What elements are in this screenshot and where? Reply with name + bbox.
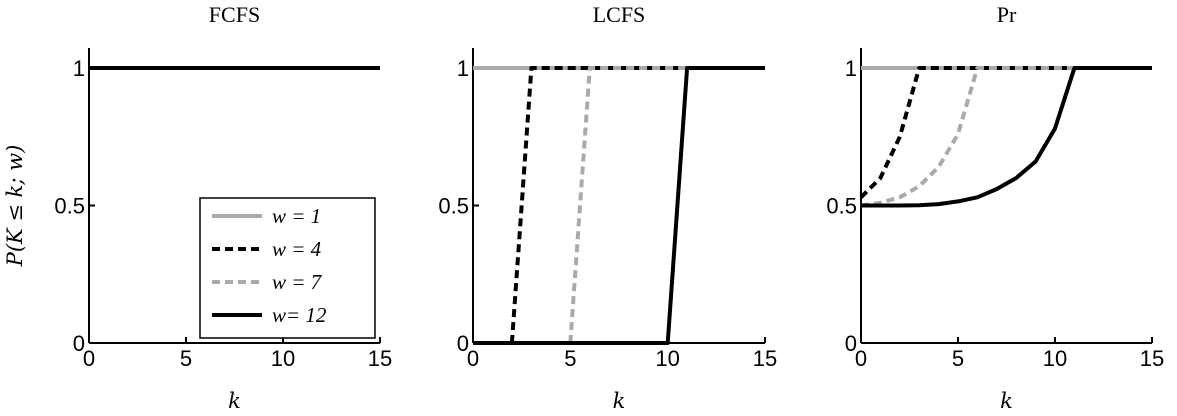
legend-label: w = 4 — [272, 237, 322, 261]
y-tick-label: 0 — [845, 331, 857, 356]
x-tick-label: 0 — [83, 346, 95, 371]
series-line-3 — [473, 66, 765, 345]
panel-0: FCFS 0 5 10 15 0 0.5 1 k P(K ≤ k; w) w = 1 w = 4 w =… — [3, 2, 392, 413]
x-tick-label: 5 — [180, 346, 192, 371]
x-tick-label: 15 — [1140, 346, 1164, 371]
x-tick-label: 15 — [753, 346, 777, 371]
x-tick-label: 5 — [952, 346, 964, 371]
x-axis-label: k — [1000, 389, 1013, 413]
y-tick-label: 0 — [73, 331, 85, 356]
series-line-1 — [859, 66, 1152, 199]
y-tick-label: 0 — [457, 331, 469, 356]
y-tick-label: 0.5 — [54, 194, 85, 219]
series-line-2 — [568, 66, 765, 344]
panel-title: Pr — [997, 2, 1017, 27]
series-line-3 — [861, 66, 1152, 208]
legend-label: w = 7 — [272, 270, 323, 294]
series-line-2 — [860, 66, 1152, 208]
x-tick-label: 15 — [368, 346, 392, 371]
legend-label: w= 12 — [272, 303, 327, 327]
panel-1: LCFS 0 5 10 15 0 0.5 1 k — [438, 2, 777, 413]
x-axis-label: k — [228, 389, 241, 413]
x-tick-label: 0 — [467, 346, 479, 371]
x-axis-label: k — [613, 389, 626, 413]
y-tick-label: 1 — [457, 56, 469, 81]
panel-title: FCFS — [209, 2, 260, 27]
x-tick-label: 10 — [1043, 346, 1067, 371]
x-tick-label: 10 — [655, 346, 679, 371]
x-tick-label: 10 — [271, 346, 295, 371]
x-tick-label: 5 — [564, 346, 576, 371]
panel-title: LCFS — [593, 2, 646, 27]
y-tick-label: 1 — [73, 56, 85, 81]
y-tick-label: 0.5 — [438, 194, 469, 219]
legend-box — [199, 197, 376, 339]
legend-label: w = 1 — [272, 204, 321, 228]
panel-2: Pr 0 5 10 15 0 0.5 1 k — [826, 2, 1164, 413]
series-line-1 — [509, 66, 765, 344]
y-tick-label: 0.5 — [826, 194, 857, 219]
y-axis-label: P(K ≤ k; w) — [3, 145, 27, 268]
x-tick-label: 0 — [855, 346, 867, 371]
y-tick-label: 1 — [845, 56, 857, 81]
